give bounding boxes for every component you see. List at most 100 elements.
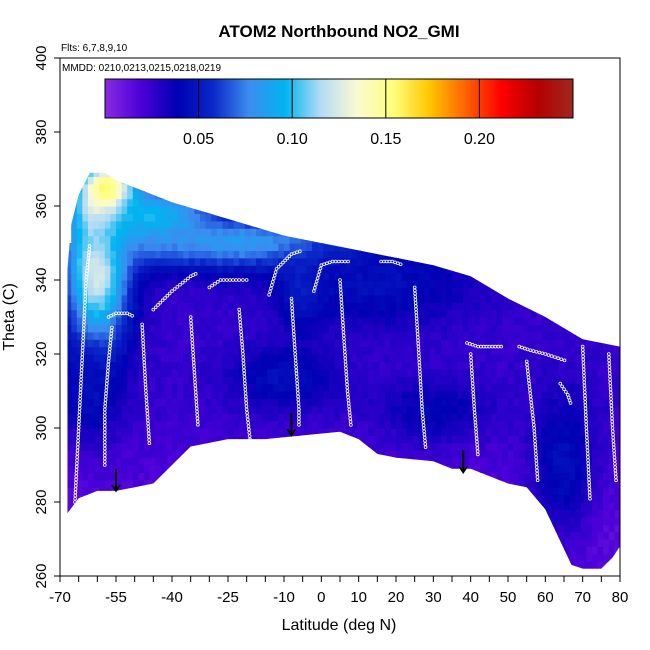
heatmap-cell bbox=[519, 331, 526, 340]
heatmap-cell bbox=[289, 280, 296, 288]
flight-point bbox=[585, 442, 590, 446]
heatmap-cell bbox=[424, 465, 431, 473]
heatmap-cell bbox=[300, 257, 307, 266]
heatmap-cell bbox=[536, 457, 543, 466]
heatmap-cell bbox=[323, 391, 330, 399]
heatmap-cell bbox=[132, 420, 139, 429]
heatmap-cell bbox=[474, 413, 481, 422]
heatmap-cell bbox=[110, 435, 117, 444]
heatmap-cell bbox=[463, 302, 470, 311]
heatmap-cell bbox=[530, 487, 537, 496]
heatmap-cell bbox=[183, 213, 190, 222]
heatmap-cell bbox=[491, 331, 498, 340]
heatmap-cell bbox=[323, 250, 330, 259]
heatmap-cell bbox=[200, 405, 207, 414]
heatmap-cell bbox=[592, 494, 599, 503]
heatmap-cell bbox=[71, 287, 78, 296]
heatmap-cell bbox=[183, 457, 190, 466]
heatmap-cell bbox=[390, 272, 397, 281]
heatmap-cell bbox=[580, 479, 587, 488]
heatmap-cell bbox=[99, 265, 106, 274]
heatmap-cell bbox=[564, 383, 571, 392]
heatmap-cell bbox=[99, 494, 106, 503]
heatmap-cell bbox=[323, 280, 330, 288]
heatmap-cell bbox=[351, 413, 358, 422]
heatmap-cell bbox=[278, 376, 285, 385]
heatmap-cell bbox=[71, 450, 78, 459]
heatmap-cell bbox=[429, 428, 436, 436]
heatmap-cell bbox=[216, 346, 223, 355]
heatmap-cell bbox=[239, 391, 246, 399]
flight-point bbox=[583, 409, 588, 414]
heatmap-cell bbox=[110, 339, 117, 348]
heatmap-cell bbox=[60, 495, 66, 503]
heatmap-cell bbox=[99, 309, 106, 318]
heatmap-cell bbox=[474, 331, 481, 340]
heatmap-cell bbox=[183, 228, 190, 237]
heatmap-cell bbox=[228, 302, 235, 311]
heatmap-cell bbox=[603, 331, 610, 340]
heatmap-cell bbox=[558, 398, 565, 407]
heatmap-cell bbox=[194, 354, 201, 362]
heatmap-cell bbox=[239, 250, 246, 259]
heatmap-cell bbox=[295, 309, 302, 318]
heatmap-cell bbox=[334, 346, 341, 355]
heatmap-cell bbox=[603, 509, 610, 518]
heatmap-cell bbox=[502, 442, 509, 451]
heatmap-cell bbox=[116, 172, 123, 177]
arrow-markers bbox=[111, 413, 468, 493]
heatmap-cell bbox=[60, 421, 66, 429]
flight-point bbox=[243, 384, 247, 389]
heatmap-cell bbox=[211, 243, 218, 251]
heatmap-cell bbox=[519, 346, 526, 355]
heatmap-cell bbox=[407, 368, 414, 377]
flight-point bbox=[80, 355, 85, 360]
flight-point bbox=[237, 278, 242, 282]
flight-point bbox=[585, 439, 589, 443]
heatmap-cell bbox=[575, 531, 582, 540]
heatmap-cell bbox=[127, 331, 134, 340]
heatmap-cell bbox=[278, 368, 285, 377]
flight-point bbox=[342, 343, 347, 348]
flight-point bbox=[612, 458, 617, 463]
heatmap-cell bbox=[496, 472, 503, 481]
heatmap-cell bbox=[401, 294, 408, 303]
heatmap-cell bbox=[334, 398, 341, 407]
heatmap-cell bbox=[267, 383, 274, 392]
heatmap-cell bbox=[132, 457, 139, 466]
heatmap-cell bbox=[82, 346, 89, 355]
heatmap-cell bbox=[284, 294, 291, 303]
heatmap-cell bbox=[93, 465, 100, 473]
heatmap-cell bbox=[407, 405, 414, 414]
heatmap-cell bbox=[233, 280, 240, 288]
heatmap-cell bbox=[127, 435, 134, 444]
heatmap-cell bbox=[440, 361, 447, 370]
heatmap-cell bbox=[524, 487, 531, 496]
flight-point bbox=[435, 259, 439, 264]
heatmap-cell bbox=[508, 435, 515, 444]
heatmap-cell bbox=[608, 383, 615, 392]
heatmap-cell bbox=[160, 465, 167, 473]
heatmap-cell bbox=[384, 376, 391, 385]
heatmap-cell bbox=[116, 339, 123, 348]
flight-point bbox=[474, 436, 479, 441]
heatmap-cell bbox=[547, 309, 554, 318]
flight-point bbox=[104, 394, 108, 399]
heatmap-cell bbox=[480, 391, 487, 399]
heatmap-cell bbox=[256, 331, 263, 340]
heatmap-cell bbox=[463, 405, 470, 414]
heatmap-cell bbox=[250, 428, 257, 436]
heatmap-cell bbox=[306, 391, 313, 399]
heatmap-cell bbox=[278, 235, 285, 244]
flight-point bbox=[103, 420, 107, 425]
heatmap-cell bbox=[110, 413, 117, 422]
heatmap-cell bbox=[345, 272, 352, 281]
heatmap-cell bbox=[82, 479, 89, 488]
flight-point bbox=[79, 365, 84, 369]
heatmap-cell bbox=[67, 361, 72, 370]
heatmap-cell bbox=[480, 361, 487, 370]
heatmap-cell bbox=[317, 228, 324, 237]
heatmap-cell bbox=[67, 494, 72, 503]
heatmap-cell bbox=[491, 435, 498, 444]
heatmap-cell bbox=[508, 487, 515, 496]
